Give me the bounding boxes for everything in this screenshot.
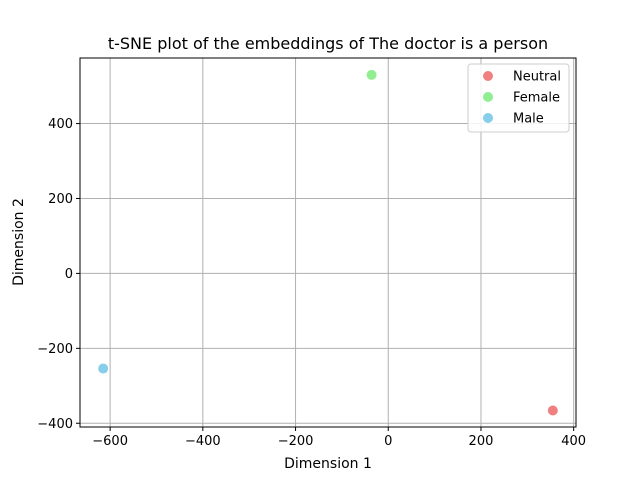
grid-lines: [80, 58, 576, 427]
x-axis-ticks: −600 −400 −200 0 200 400: [92, 427, 586, 449]
legend-marker-female: [483, 92, 493, 102]
y-tick-label: 0: [65, 267, 73, 282]
data-points: [98, 69, 558, 416]
x-tick-label: −600: [92, 434, 128, 449]
legend-box: [467, 63, 570, 133]
y-tick-label: −400: [37, 417, 73, 432]
legend-label-male: Male: [513, 112, 544, 127]
x-tick-label: −200: [278, 434, 314, 449]
y-tick-label: −200: [37, 342, 73, 357]
y-tick-label: 400: [48, 117, 73, 132]
point-neutral: [547, 405, 558, 416]
x-tick-label: 0: [384, 434, 392, 449]
legend: Neutral Female Male: [467, 63, 570, 133]
y-axis-label: Dimension 2: [11, 198, 27, 286]
chart-title: t-SNE plot of the embeddings of The doct…: [108, 34, 548, 53]
plot-area-frame: [79, 57, 577, 428]
x-tick-label: 400: [561, 434, 586, 449]
legend-marker-neutral: [483, 71, 493, 81]
y-tick-label: 200: [48, 192, 73, 207]
x-tick-label: 200: [469, 434, 494, 449]
point-female: [366, 69, 377, 80]
legend-label-female: Female: [513, 91, 560, 106]
x-tick-label: −400: [185, 434, 221, 449]
legend-marker-male: [483, 113, 493, 123]
x-axis-label: Dimension 1: [284, 456, 372, 472]
point-male: [98, 363, 109, 374]
legend-label-neutral: Neutral: [513, 70, 561, 85]
y-axis-ticks: −400 −200 0 200 400: [37, 117, 80, 432]
